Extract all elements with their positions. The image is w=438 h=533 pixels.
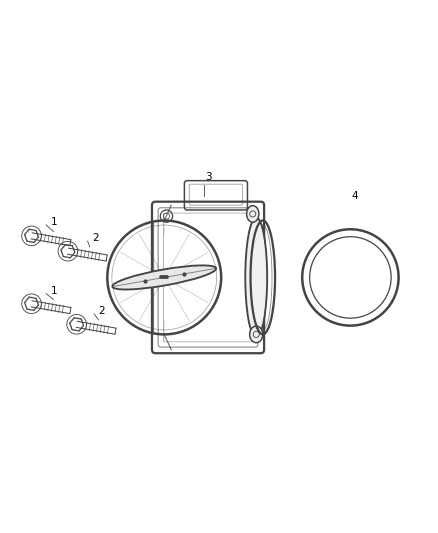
Ellipse shape (113, 265, 216, 289)
Ellipse shape (247, 206, 259, 222)
Text: 1: 1 (50, 217, 57, 227)
Text: 3: 3 (205, 172, 212, 182)
Text: 2: 2 (92, 233, 99, 244)
Ellipse shape (245, 217, 267, 337)
Text: 1: 1 (50, 286, 57, 296)
Text: 2: 2 (99, 306, 105, 316)
Text: 4: 4 (351, 191, 358, 201)
Ellipse shape (250, 326, 263, 343)
